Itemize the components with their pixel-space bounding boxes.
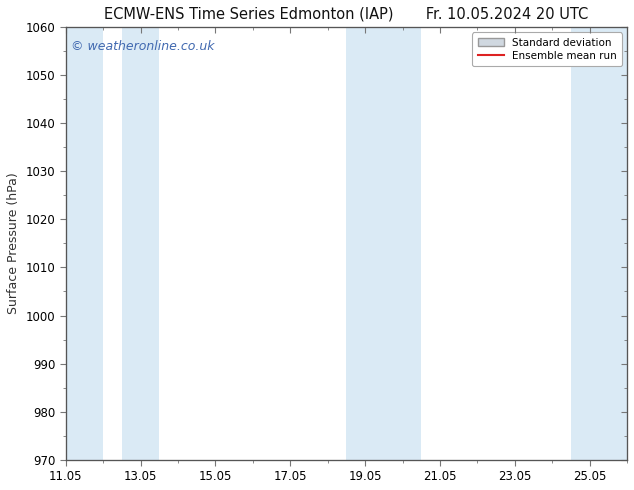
- Y-axis label: Surface Pressure (hPa): Surface Pressure (hPa): [7, 172, 20, 314]
- Text: © weatheronline.co.uk: © weatheronline.co.uk: [71, 40, 215, 53]
- Bar: [66, 27, 103, 460]
- Title: ECMW-ENS Time Series Edmonton (IAP)       Fr. 10.05.2024 20 UTC: ECMW-ENS Time Series Edmonton (IAP) Fr. …: [104, 7, 588, 22]
- Bar: [346, 27, 421, 460]
- Bar: [122, 27, 159, 460]
- Legend: Standard deviation, Ensemble mean run: Standard deviation, Ensemble mean run: [472, 32, 622, 66]
- Bar: [571, 27, 627, 460]
